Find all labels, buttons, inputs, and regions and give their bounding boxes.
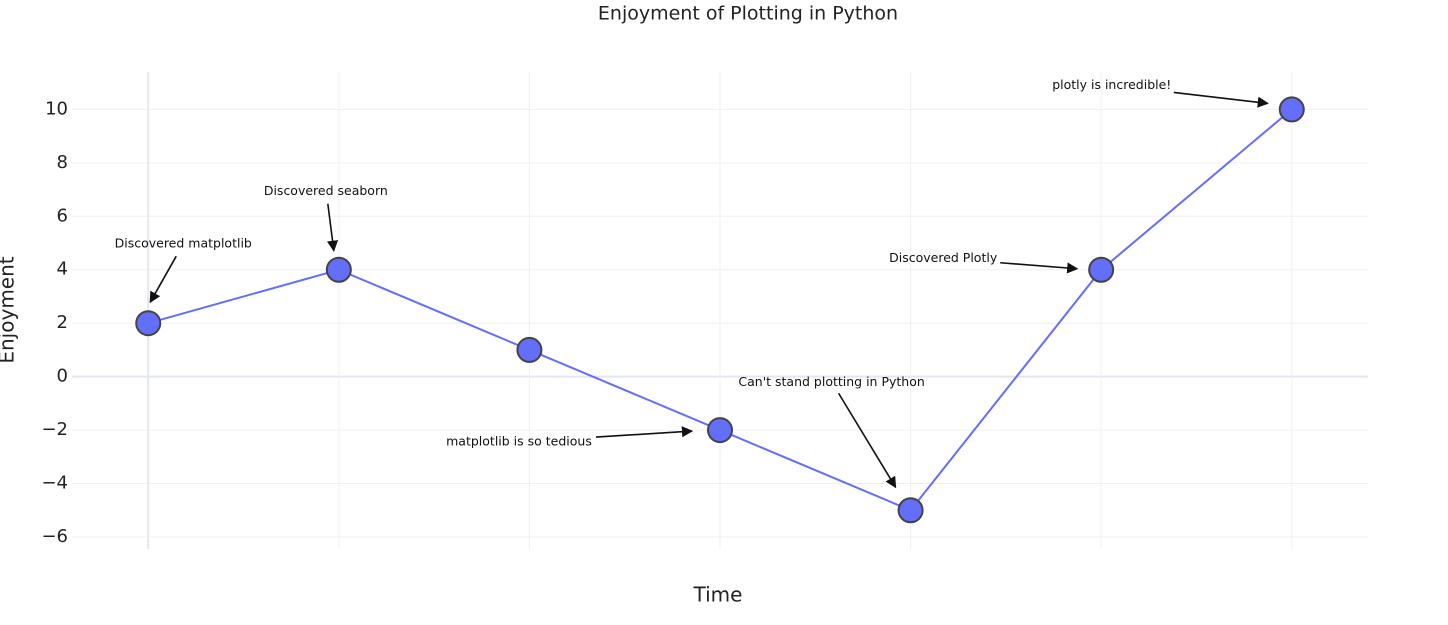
annotation-text: Discovered Plotly xyxy=(889,250,998,265)
y-tick-label: −6 xyxy=(41,526,68,547)
marker xyxy=(1088,256,1115,283)
y-axis-title: Enjoyment xyxy=(0,256,19,363)
x-axis-title: Time xyxy=(693,583,743,607)
y-tick-label: 4 xyxy=(57,259,68,280)
marker xyxy=(516,336,543,363)
annotation-text: Discovered matplotlib xyxy=(115,236,252,251)
annotation-text: matplotlib is so tedious xyxy=(446,434,592,449)
marker xyxy=(897,497,924,524)
annotation-text: plotly is incredible! xyxy=(1052,77,1171,92)
y-tick-label: 0 xyxy=(57,366,68,387)
chart-title: Enjoyment of Plotting in Python xyxy=(598,3,898,25)
marker xyxy=(1278,96,1305,123)
annotation-text: Discovered seaborn xyxy=(264,183,388,198)
annotation-text: Can't stand plotting in Python xyxy=(738,374,924,389)
y-tick-label: 2 xyxy=(57,312,68,333)
marker xyxy=(135,310,162,337)
annotation-arrow xyxy=(1000,261,1079,274)
annotation-arrow xyxy=(149,255,177,304)
y-tick-label: 8 xyxy=(57,152,68,173)
y-tick-label: 6 xyxy=(57,205,68,226)
annotation-arrow xyxy=(595,426,694,438)
y-tick-label: 10 xyxy=(45,98,68,119)
annotation-arrow xyxy=(326,203,339,252)
annotation-arrow xyxy=(1173,91,1269,108)
annotation-arrow xyxy=(837,392,897,489)
y-tick-label: −4 xyxy=(41,473,68,494)
marker xyxy=(707,417,733,444)
y-tick-label: −2 xyxy=(41,419,68,440)
marker xyxy=(325,256,352,283)
